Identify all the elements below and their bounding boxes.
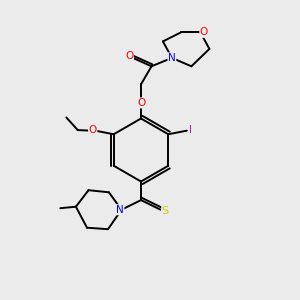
Text: S: S xyxy=(162,206,169,216)
Text: I: I xyxy=(189,125,192,135)
Text: O: O xyxy=(137,98,145,108)
Text: O: O xyxy=(88,125,97,135)
Text: N: N xyxy=(116,205,124,215)
Text: O: O xyxy=(200,27,208,38)
Text: N: N xyxy=(168,53,176,63)
Text: O: O xyxy=(125,51,134,62)
